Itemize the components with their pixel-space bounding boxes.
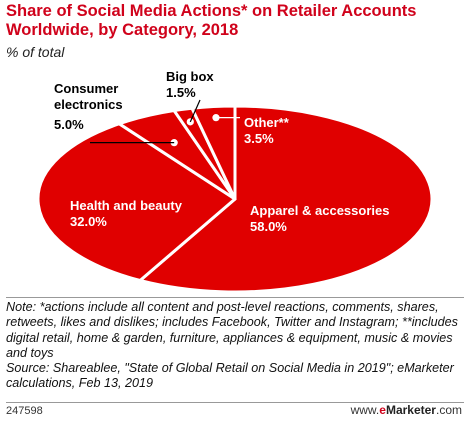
slice-label-other: Other** 3.5% bbox=[244, 115, 290, 146]
brand-name: Marketer bbox=[385, 403, 436, 417]
divider bbox=[6, 297, 464, 298]
chart-id: 247598 bbox=[6, 405, 43, 417]
leader-line-bigbox bbox=[189, 99, 201, 123]
pie-chart: Apparel & accessories 58.0% Health and bea… bbox=[36, 69, 434, 294]
pie-slice-health-and-beauty bbox=[36, 122, 237, 282]
slice-label-consumer: Consumer electronics bbox=[54, 81, 123, 112]
slice-label-health: Health and beauty 32.0% bbox=[70, 198, 183, 229]
source-text: Source: Shareablee, "State of Global Ret… bbox=[6, 361, 454, 391]
note-text: Note: *actions include all content and p… bbox=[6, 300, 458, 360]
brand-suffix: .com bbox=[435, 403, 462, 417]
brand-prefix: www. bbox=[350, 403, 380, 417]
brand-logo: www.eMarketer.com bbox=[351, 403, 462, 417]
footer-divider bbox=[6, 402, 464, 403]
slice-label-bigbox: Big box 1.5% bbox=[166, 69, 214, 100]
chart-notes: Note: *actions include all content and p… bbox=[6, 300, 464, 392]
slice-label-apparel: Apparel & accessories 58.0% bbox=[250, 203, 389, 234]
chart-title: Share of Social Media Actions* on Retail… bbox=[6, 2, 417, 39]
slice-value-consumer: 5.0% bbox=[54, 117, 84, 132]
chart-subtitle: % of total bbox=[6, 44, 65, 60]
brand-e: e bbox=[379, 403, 386, 417]
pie-slice-apparel-accessories bbox=[138, 104, 434, 294]
pie-slice-other bbox=[190, 104, 237, 201]
